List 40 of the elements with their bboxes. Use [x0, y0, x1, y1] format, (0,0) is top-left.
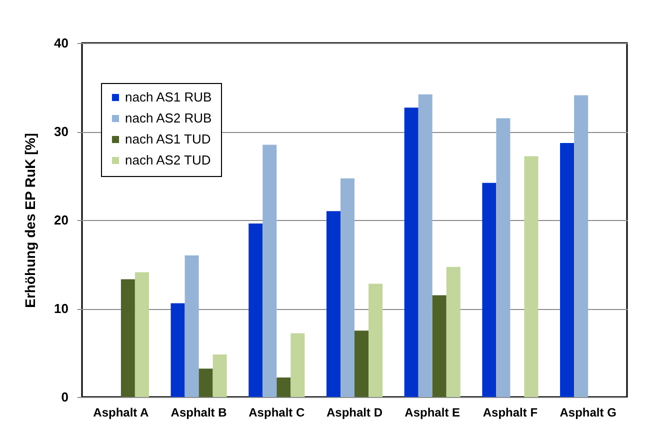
bar [212, 354, 227, 397]
bar [418, 94, 432, 397]
bar [170, 303, 185, 397]
y-tick-label: 40 [54, 36, 68, 50]
bar [560, 143, 574, 397]
x-tick-label: Asphalt G [560, 406, 616, 420]
x-tick-label: Asphalt D [326, 406, 383, 420]
bar [340, 178, 354, 397]
bar [290, 333, 305, 397]
bar [574, 95, 588, 397]
bar [198, 368, 213, 397]
x-tick-label: Asphalt C [248, 406, 305, 420]
bar [368, 284, 383, 397]
bar [524, 156, 538, 397]
x-tick-label: Asphalt F [482, 406, 538, 420]
x-tick-label: Asphalt E [404, 406, 460, 420]
legend-label: nach AS2 RUB [125, 110, 212, 126]
bar [262, 144, 277, 397]
bar [326, 211, 340, 397]
x-tick-label: Asphalt A [93, 406, 150, 420]
bar [354, 330, 369, 397]
bar [404, 108, 418, 397]
bar [446, 266, 460, 397]
legend-label: nach AS1 TUD [125, 132, 211, 146]
bar [248, 224, 263, 397]
y-tick-label: 10 [54, 301, 68, 316]
bar [432, 295, 446, 397]
bar [482, 182, 496, 397]
bar [276, 378, 291, 397]
bar [134, 272, 149, 397]
y-tick-label: 20 [54, 212, 68, 228]
x-tick-label: Asphalt B [170, 406, 228, 420]
bar [496, 118, 510, 397]
legend-label: nach AS2 TUD [125, 152, 211, 168]
y-tick-label: 0 [61, 390, 68, 404]
y-tick-label: 30 [54, 124, 68, 139]
bar [120, 279, 135, 397]
y-axis-title: Erhöhung des EP RuK [%] [22, 133, 38, 308]
legend-label: nach AS1 RUB [125, 90, 212, 104]
bar [184, 255, 199, 397]
